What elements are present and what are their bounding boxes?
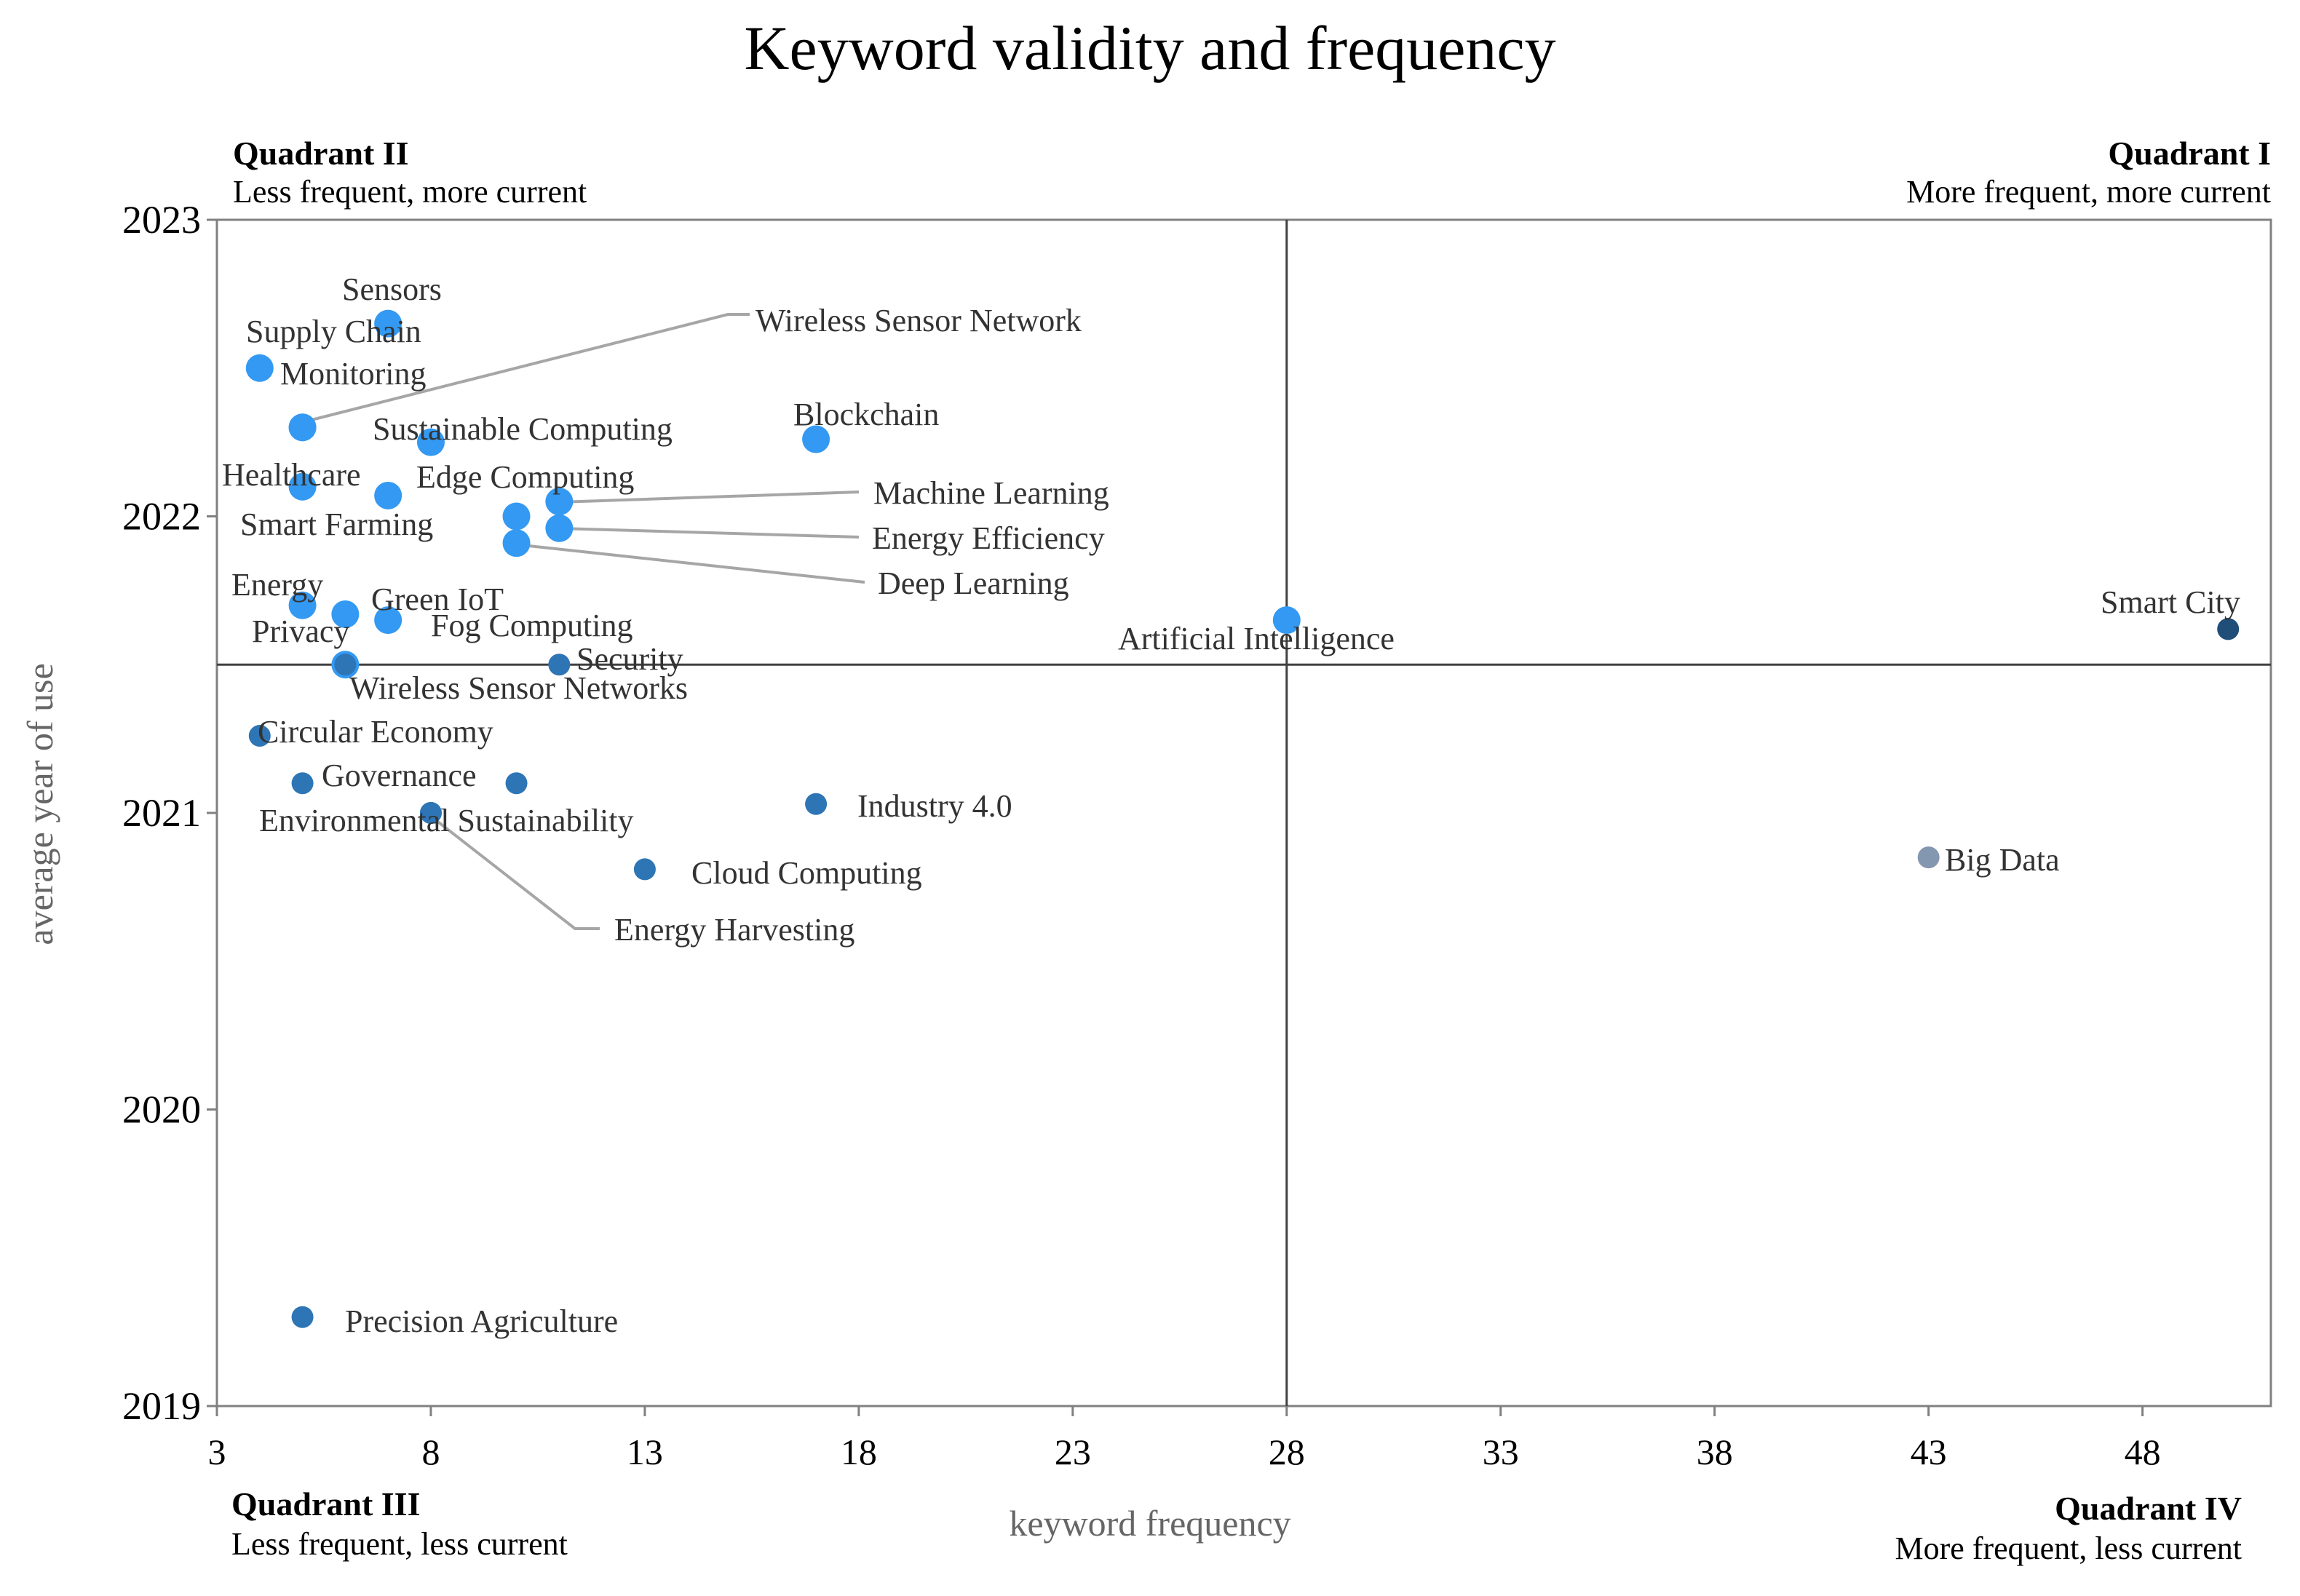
label-big-data: Big Data <box>1945 842 2060 878</box>
label-wireless-sensor-network: Wireless Sensor Network <box>756 303 1082 338</box>
x-tick-label: 13 <box>627 1432 663 1472</box>
point-supply-chain <box>245 354 274 382</box>
point-deep-learning <box>502 529 531 557</box>
label-industry-4-0: Industry 4.0 <box>857 788 1012 824</box>
label-governance: Governance <box>322 758 477 793</box>
point-healthcare <box>288 472 317 501</box>
point-energy-harvesting <box>419 802 442 824</box>
label-machine-learning: Machine Learning <box>873 475 1109 511</box>
y-tick-label: 2020 <box>122 1088 201 1132</box>
point-smart-farming <box>502 502 531 531</box>
point-sensors <box>374 309 402 338</box>
x-tick-label: 43 <box>1911 1432 1947 1472</box>
point-energy-efficiency <box>545 514 574 542</box>
point-industry-4-0 <box>805 793 828 815</box>
label-energy-harvesting: Energy Harvesting <box>614 912 854 948</box>
label-smart-city: Smart City <box>2101 584 2240 620</box>
point-blockchain <box>802 425 830 453</box>
label-cloud-computing: Cloud Computing <box>691 855 922 891</box>
point-sustainable-computing <box>416 428 445 456</box>
label-edge-computing: Edge Computing <box>416 459 634 495</box>
point-smart-city <box>2217 618 2240 640</box>
y-tick-label: 2023 <box>122 198 201 242</box>
point-green-iot <box>331 600 360 628</box>
quadrant-ii-subtitle: Less frequent, more current <box>233 174 587 210</box>
quadrant-i-title: Quadrant I <box>2108 135 2271 172</box>
x-tick-label: 28 <box>1269 1432 1305 1472</box>
point-governance <box>291 772 314 795</box>
label-sensors: Sensors <box>342 271 442 307</box>
label-smart-farming: Smart Farming <box>240 507 433 542</box>
label-energy-efficiency: Energy Efficiency <box>872 520 1105 556</box>
point-circular-economy <box>248 725 271 747</box>
x-tick-label: 38 <box>1697 1432 1733 1472</box>
x-tick-label: 8 <box>421 1432 440 1472</box>
label-artificial-intelligence: Artificial Intelligence <box>1118 621 1395 656</box>
y-tick-label: 2019 <box>122 1384 201 1428</box>
label-security: Security <box>576 641 683 677</box>
label-privacy: Privacy <box>252 614 349 649</box>
point-precision-agriculture <box>291 1306 314 1328</box>
point-wireless-sensor-networks <box>334 654 357 676</box>
quadrant-i-subtitle: More frequent, more current <box>1906 174 2271 210</box>
x-tick-label: 3 <box>208 1432 226 1472</box>
quadrant-ii-title: Quadrant II <box>233 135 409 172</box>
label-sustainable-computing: Sustainable Computing <box>373 411 673 447</box>
x-tick-label: 33 <box>1483 1432 1519 1472</box>
quadrant-iii-title: Quadrant III <box>231 1485 420 1522</box>
label-circular-economy: Circular Economy <box>258 714 493 750</box>
label-supply-chain: Supply Chain <box>246 314 421 349</box>
y-axis-label: average year of use <box>20 663 60 945</box>
label-fog-computing: Fog Computing <box>431 608 633 643</box>
quadrant-iii-subtitle: Less frequent, less current <box>231 1526 568 1562</box>
point-governance2 <box>505 772 528 795</box>
label-healthcare: Healthcare <box>222 457 361 493</box>
data-points <box>245 309 2240 1328</box>
x-tick-label: 48 <box>2125 1432 2161 1472</box>
point-wireless-sensor-network <box>288 413 317 442</box>
x-axis-label: keyword frequency <box>1009 1503 1290 1544</box>
label-precision-agriculture: Precision Agriculture <box>345 1303 618 1339</box>
point-edge-computing <box>374 481 402 509</box>
x-tick-label: 23 <box>1055 1432 1091 1472</box>
point-machine-learning <box>545 488 574 516</box>
y-tick-label: 2022 <box>122 495 201 539</box>
label-energy: Energy <box>231 567 323 603</box>
quadrant-iv-subtitle: More frequent, less current <box>1895 1531 2242 1566</box>
label-monitoring: Monitoring <box>280 356 426 392</box>
point-cloud-computing <box>633 858 656 881</box>
point-labels: Sensors Supply Chain Monitoring Wireless Se… <box>222 271 2240 1339</box>
y-tick-label: 2021 <box>122 791 201 835</box>
x-tick-label: 18 <box>841 1432 877 1472</box>
point-energy <box>288 591 317 619</box>
label-blockchain: Blockchain <box>793 397 939 432</box>
chart-title: Keyword validity and frequency <box>744 13 1555 83</box>
point-artificial-intelligence <box>1272 606 1301 635</box>
label-green-iot: Green IoT <box>371 581 504 617</box>
label-environmental-sustainability: Environmental Sustainability <box>259 803 634 838</box>
label-wireless-sensor-networks: Wireless Sensor Networks <box>349 670 688 706</box>
point-security <box>548 654 571 676</box>
label-deep-learning: Deep Learning <box>878 565 1069 601</box>
quadrant-iv-title: Quadrant IV <box>2055 1490 2242 1527</box>
point-fog-computing <box>374 606 402 635</box>
point-big-data <box>1917 846 1940 869</box>
